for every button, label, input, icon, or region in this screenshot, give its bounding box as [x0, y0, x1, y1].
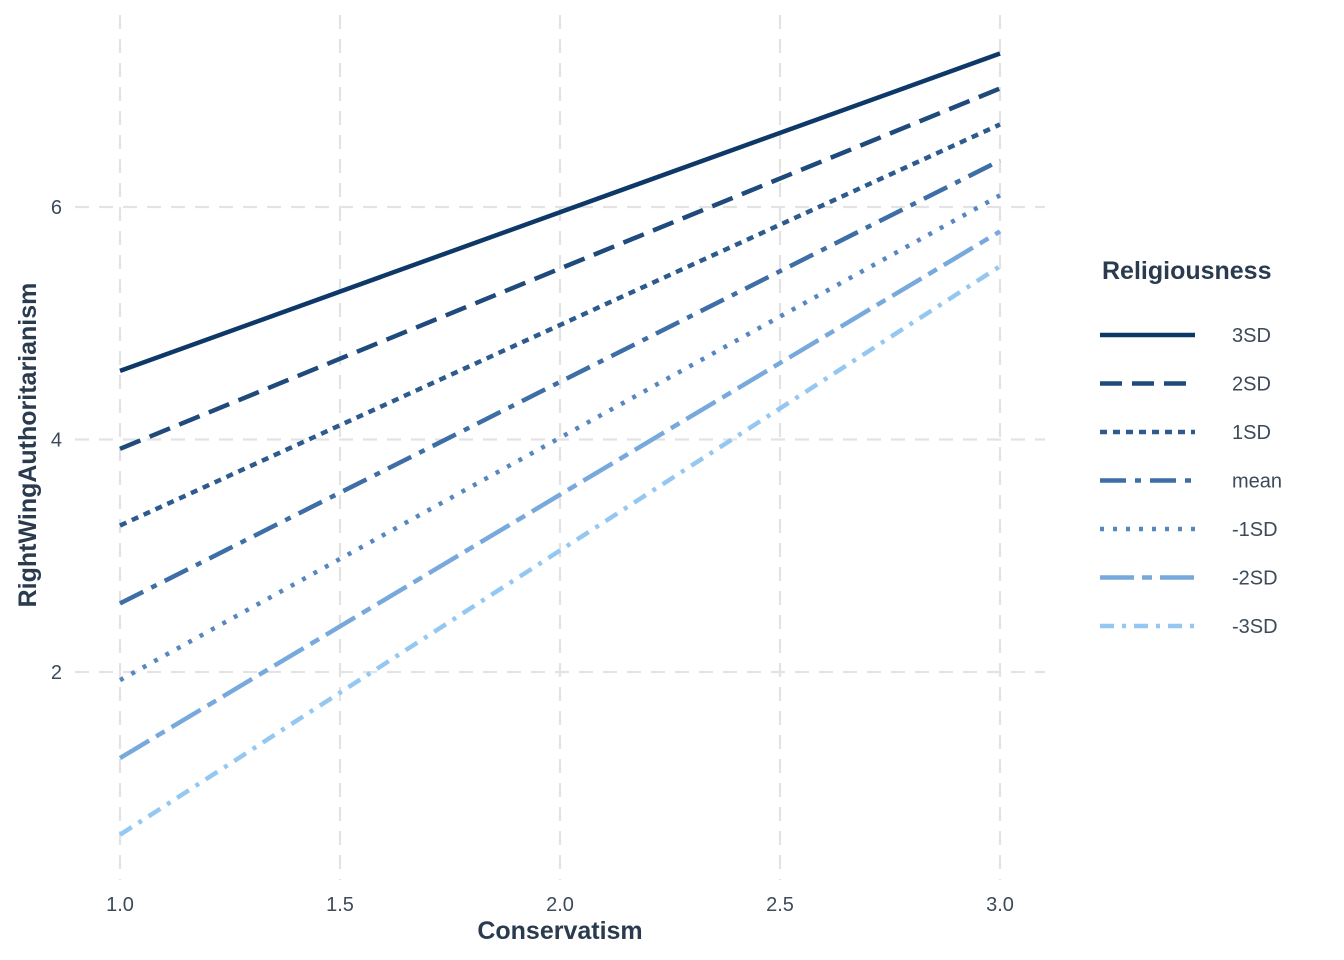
series-group	[118, 51, 1002, 837]
legend-label--3SD: -3SD	[1232, 616, 1278, 638]
legend-label-1SD: 1SD	[1232, 422, 1271, 444]
series-line-mean	[118, 158, 1002, 606]
x-tick-label: 2.0	[546, 894, 574, 916]
x-tick-label: 1.0	[106, 894, 134, 916]
x-axis-title: Conservatism	[477, 917, 642, 945]
legend-label-2SD: 2SD	[1232, 374, 1271, 396]
legend-label-mean: mean	[1232, 471, 1282, 493]
legend-label--1SD: -1SD	[1232, 519, 1278, 541]
series-line--3SD	[118, 264, 1002, 837]
series-line-3SD	[119, 51, 1001, 374]
x-tick-labels: 1.0 1.5 2.0 2.5 3.0	[106, 894, 1014, 916]
series-line-1SD	[119, 122, 1001, 528]
y-tick-label: 4	[51, 430, 62, 452]
y-tick-label: 6	[51, 197, 62, 219]
y-axis-title: RightWingAuthoritarianism	[14, 283, 42, 608]
y-tick-labels: 2 4 6	[51, 197, 62, 684]
x-tick-label: 2.5	[766, 894, 794, 916]
legend-title: Religiousness	[1102, 257, 1272, 285]
legend: Religiousness 3SD 2SD 1SD mean -1SD -2SD -3SD	[1100, 257, 1282, 638]
legend-label-3SD: 3SD	[1232, 325, 1271, 347]
series-line--2SD	[118, 229, 1002, 760]
x-tick-label: 3.0	[986, 894, 1014, 916]
x-tick-label: 1.5	[326, 894, 354, 916]
y-tick-label: 2	[51, 662, 62, 684]
grid	[75, 15, 1045, 880]
legend-label--2SD: -2SD	[1232, 568, 1278, 590]
